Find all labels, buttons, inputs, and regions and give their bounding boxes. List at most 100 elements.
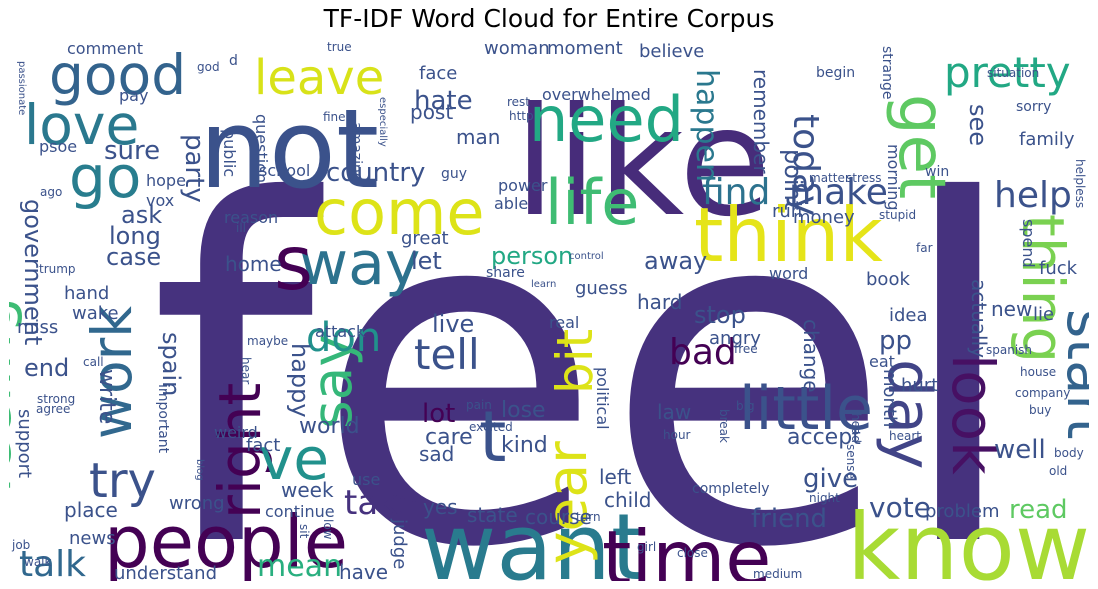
word-weird: weird <box>214 423 258 442</box>
word-miss: miss <box>17 317 58 338</box>
word-come: come <box>314 176 485 249</box>
word-medium: medium <box>753 567 802 581</box>
word-know: know <box>847 494 1089 581</box>
word-post: post <box>410 100 453 124</box>
word-give: give <box>803 464 858 494</box>
word-tell: tell <box>414 330 480 379</box>
word-change: change <box>799 319 823 393</box>
word-hurt: hurt <box>901 375 938 396</box>
word-house: house <box>1020 365 1056 379</box>
word-hate: hate <box>414 86 473 116</box>
word-sit: sit <box>297 524 311 539</box>
chart-title: TF-IDF Word Cloud for Entire Corpus <box>323 4 775 33</box>
word-law: law <box>657 400 691 424</box>
word-week: week <box>281 478 334 502</box>
word-not: not <box>199 85 379 213</box>
word-heart: heart <box>889 429 921 443</box>
word-big: big <box>736 399 755 413</box>
word-attack: attack <box>315 322 366 341</box>
word-eat: eat <box>869 352 895 371</box>
word-live: live <box>432 310 474 338</box>
word-lot: lot <box>422 399 455 429</box>
word-word: word <box>769 264 808 283</box>
word-moment: moment <box>547 39 623 59</box>
word-little: little <box>739 374 873 444</box>
word-situation: situation <box>987 66 1039 80</box>
word-power: power <box>498 176 548 195</box>
word-make: make <box>789 172 888 213</box>
word-ago: ago <box>40 185 62 199</box>
word-call: call <box>83 355 104 369</box>
word-look: look <box>939 354 1007 475</box>
word-news: news <box>69 528 116 549</box>
word-low: low <box>321 519 335 540</box>
word-care: care <box>425 425 473 450</box>
word-friend: friend <box>751 504 827 534</box>
word-face: face <box>419 63 457 84</box>
word-vox: vox <box>146 191 174 210</box>
word-child: child <box>604 488 651 512</box>
word-buy: buy <box>1029 403 1051 417</box>
word-book: book <box>866 269 910 290</box>
word-sorry: sorry <box>1016 99 1051 115</box>
word-vote: vote <box>869 491 931 524</box>
word-help: help <box>994 175 1072 216</box>
word-psoe: psoe <box>39 137 77 156</box>
word-course: course <box>525 505 592 529</box>
word-completely: completely <box>692 481 770 497</box>
word-hard: hard <box>637 290 683 314</box>
word-bit: bit <box>546 329 604 394</box>
word-world: world <box>299 414 360 439</box>
word-go: go <box>69 143 141 211</box>
word-don: don <box>306 315 381 361</box>
word-year: year <box>535 441 599 564</box>
word-kind: kind <box>501 433 548 458</box>
word-real: real <box>549 313 579 332</box>
word-http: http <box>509 109 534 123</box>
word-comment: comment <box>67 39 143 58</box>
word-close: close <box>677 546 708 560</box>
word-spanish: spanish <box>986 343 1032 357</box>
word-excited: excited <box>469 420 513 434</box>
word-get: get <box>884 94 958 199</box>
word-far: far <box>916 241 933 255</box>
word-overwhelmed: overwhelmed <box>542 85 651 104</box>
word-leave: leave <box>254 50 384 106</box>
word-head: head <box>849 413 863 443</box>
word-great: great <box>401 228 449 249</box>
word-read: read <box>1009 495 1068 525</box>
word-yes: yes <box>423 495 458 519</box>
word-man: man <box>456 125 500 149</box>
word-win: win <box>925 164 949 180</box>
word-angry: angry <box>709 328 761 349</box>
word-stress: stress <box>846 171 882 185</box>
word-old: old <box>1049 464 1067 478</box>
word-learn: learn <box>531 279 556 290</box>
word-left: left <box>599 465 632 489</box>
word-home: home <box>225 252 282 276</box>
word-sure: sure <box>104 136 160 166</box>
word-important: important <box>155 384 171 454</box>
word-girl: girl <box>637 540 656 554</box>
word-life: life <box>545 166 639 239</box>
word-believe: believe <box>639 41 704 62</box>
word-see: see <box>964 104 992 146</box>
word-day: day <box>874 359 944 469</box>
word-stupid: stupid <box>879 208 916 222</box>
word-end: end <box>24 354 69 382</box>
word-accept: accept <box>787 425 861 450</box>
word-ill: ill <box>236 221 246 235</box>
word-continue: continue <box>265 502 335 521</box>
word-passionate: passionate <box>16 61 27 115</box>
word-pretty: pretty <box>944 48 1071 97</box>
word-hand: hand <box>64 283 109 304</box>
word-remember: remember <box>749 69 773 174</box>
word-guess: guess <box>575 278 628 299</box>
word-rest: rest <box>507 95 530 109</box>
word-agree: agree <box>36 402 70 416</box>
word-strange: strange <box>879 46 895 100</box>
word-ask: ask <box>121 201 162 229</box>
word-fine: fine <box>323 110 346 124</box>
word-blog: blog <box>194 459 205 481</box>
word-s: s <box>274 219 313 307</box>
